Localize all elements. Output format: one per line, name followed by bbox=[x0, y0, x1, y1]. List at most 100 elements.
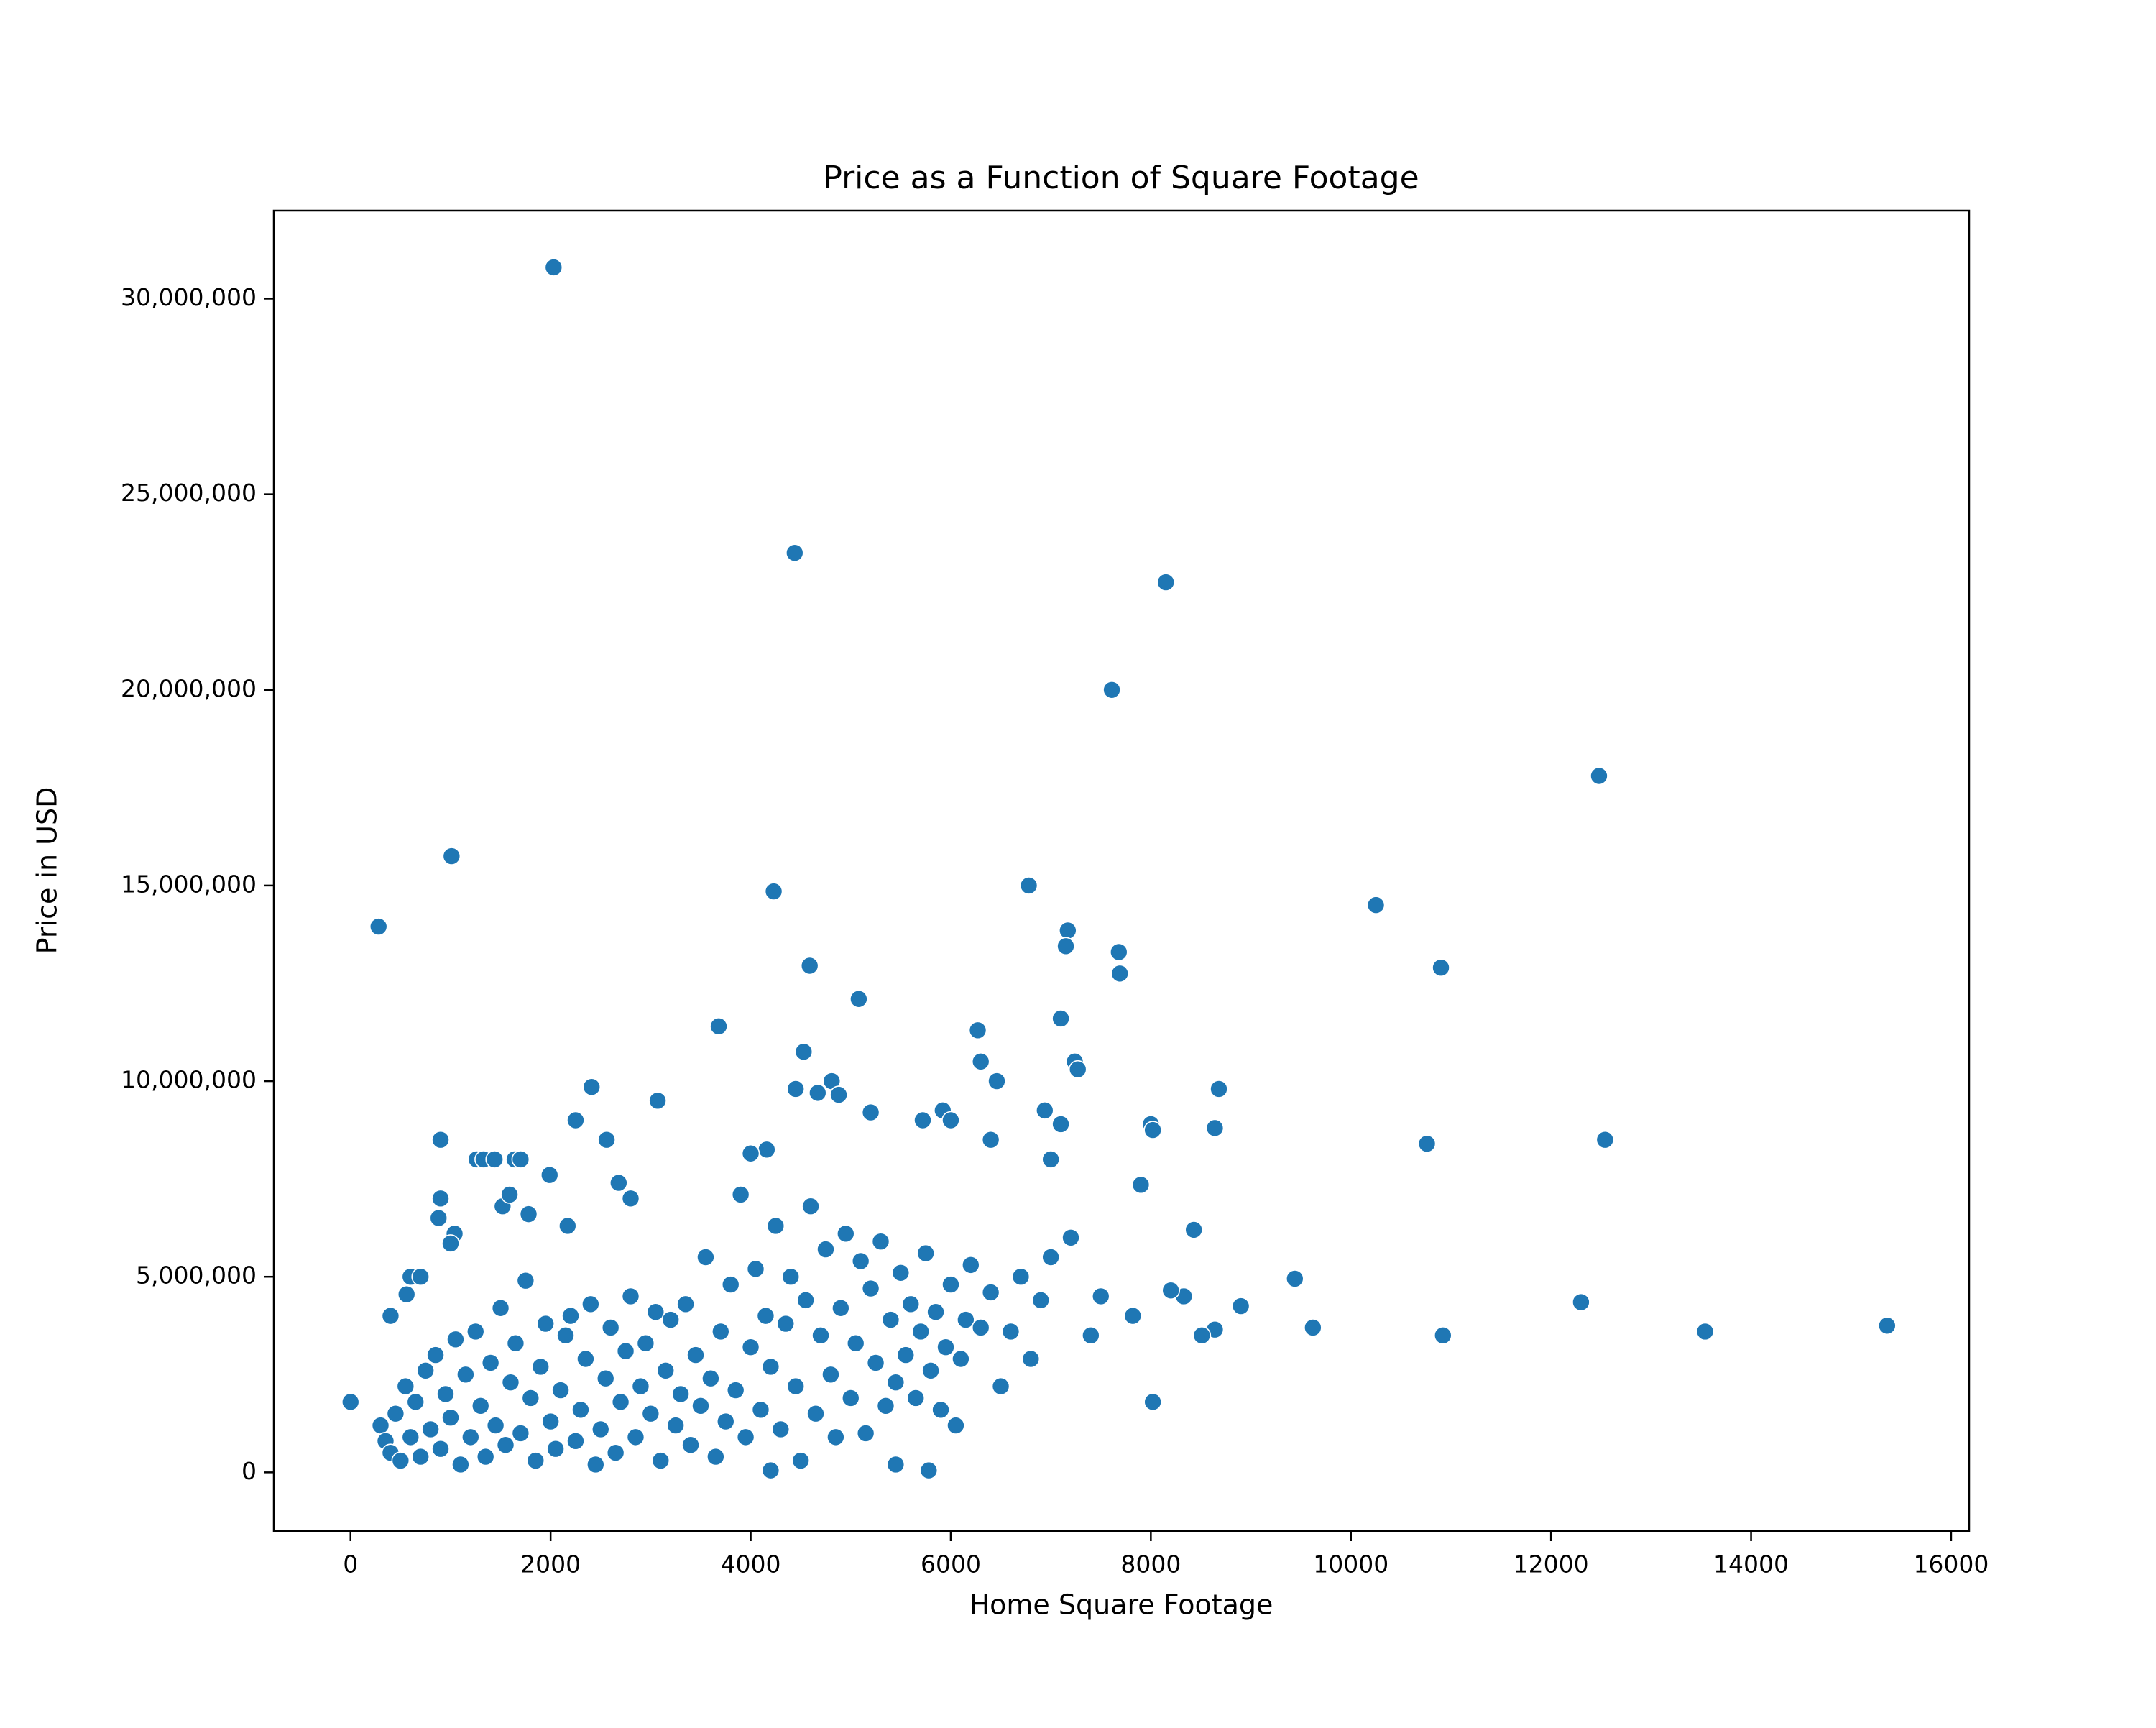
point bbox=[558, 1216, 577, 1236]
plot-frame bbox=[272, 209, 1971, 1532]
chart-title: Price as a Function of Square Footage bbox=[823, 160, 1419, 196]
point bbox=[1051, 1115, 1070, 1134]
point bbox=[816, 1240, 835, 1259]
point bbox=[761, 1461, 780, 1480]
point bbox=[786, 1080, 805, 1098]
point bbox=[926, 1302, 945, 1321]
point bbox=[796, 1291, 815, 1310]
point bbox=[531, 1357, 550, 1377]
y-tick-label: 5,000,000 bbox=[136, 1261, 257, 1290]
point bbox=[849, 989, 868, 1008]
x-tick-label: 2000 bbox=[520, 1550, 581, 1578]
point bbox=[391, 1451, 410, 1470]
point bbox=[781, 1267, 801, 1287]
point bbox=[381, 1306, 400, 1325]
point bbox=[991, 1377, 1010, 1396]
point bbox=[485, 1150, 505, 1169]
point bbox=[919, 1461, 939, 1480]
point bbox=[941, 1275, 960, 1294]
point bbox=[871, 1232, 890, 1251]
point bbox=[806, 1404, 825, 1423]
point bbox=[1143, 1392, 1162, 1412]
point bbox=[771, 1420, 791, 1439]
point bbox=[401, 1428, 420, 1447]
y-tick-label: 0 bbox=[241, 1457, 257, 1485]
point bbox=[626, 1428, 645, 1447]
point bbox=[1123, 1306, 1143, 1325]
point bbox=[786, 1377, 805, 1396]
point bbox=[616, 1341, 635, 1361]
point bbox=[681, 1435, 700, 1455]
point bbox=[576, 1349, 595, 1369]
point bbox=[686, 1346, 705, 1364]
point bbox=[981, 1283, 1000, 1302]
point bbox=[456, 1365, 475, 1384]
point bbox=[566, 1432, 585, 1451]
point bbox=[476, 1447, 495, 1466]
point bbox=[896, 1346, 916, 1364]
point bbox=[436, 1384, 455, 1404]
point bbox=[648, 1091, 667, 1111]
point bbox=[341, 1392, 360, 1412]
point bbox=[396, 1377, 415, 1396]
point bbox=[881, 1310, 900, 1329]
point bbox=[801, 1197, 820, 1216]
point bbox=[952, 1349, 970, 1369]
point bbox=[441, 1408, 460, 1427]
point bbox=[597, 1130, 616, 1149]
point bbox=[582, 1077, 602, 1097]
point bbox=[546, 1439, 565, 1458]
point bbox=[1595, 1130, 1615, 1149]
point bbox=[736, 1428, 755, 1447]
point bbox=[446, 1330, 465, 1349]
point bbox=[656, 1361, 676, 1380]
point bbox=[1056, 937, 1075, 956]
point bbox=[416, 1361, 435, 1380]
point bbox=[861, 1103, 880, 1122]
point bbox=[716, 1412, 735, 1431]
point bbox=[1417, 1134, 1437, 1153]
point bbox=[931, 1400, 950, 1420]
point bbox=[466, 1322, 485, 1341]
point bbox=[411, 1267, 430, 1287]
point bbox=[1434, 1326, 1452, 1345]
point bbox=[461, 1428, 480, 1447]
point bbox=[451, 1455, 470, 1474]
point bbox=[1210, 1080, 1228, 1098]
point bbox=[981, 1130, 1000, 1149]
point bbox=[971, 1318, 990, 1337]
x-tick-label: 8000 bbox=[1120, 1550, 1181, 1578]
point bbox=[611, 1392, 630, 1412]
point bbox=[544, 258, 563, 277]
point bbox=[921, 1361, 940, 1380]
point bbox=[811, 1326, 830, 1345]
point bbox=[794, 1042, 814, 1062]
point bbox=[1041, 1248, 1060, 1267]
point bbox=[371, 1416, 390, 1435]
point bbox=[1286, 1269, 1304, 1288]
point bbox=[596, 1369, 615, 1388]
point bbox=[646, 1302, 665, 1321]
point bbox=[1590, 766, 1608, 786]
point bbox=[968, 1021, 987, 1040]
point bbox=[426, 1346, 445, 1364]
point bbox=[1156, 573, 1176, 592]
point bbox=[621, 1287, 640, 1306]
x-tick-label: 10000 bbox=[1313, 1550, 1388, 1578]
point bbox=[500, 1185, 519, 1204]
x-tick-label: 16000 bbox=[1913, 1550, 1989, 1578]
point bbox=[808, 1083, 827, 1103]
x-tick-label: 12000 bbox=[1514, 1550, 1589, 1578]
points bbox=[341, 258, 1897, 1480]
point bbox=[751, 1400, 770, 1420]
point bbox=[1205, 1118, 1225, 1138]
point bbox=[671, 1384, 690, 1404]
y-axis-label: Price in USD bbox=[32, 787, 63, 955]
x-tick-label: 0 bbox=[343, 1550, 358, 1578]
point bbox=[1091, 1287, 1110, 1306]
point bbox=[571, 1400, 590, 1420]
point bbox=[936, 1338, 955, 1356]
point bbox=[421, 1420, 440, 1439]
point bbox=[586, 1455, 605, 1474]
point bbox=[442, 847, 461, 865]
